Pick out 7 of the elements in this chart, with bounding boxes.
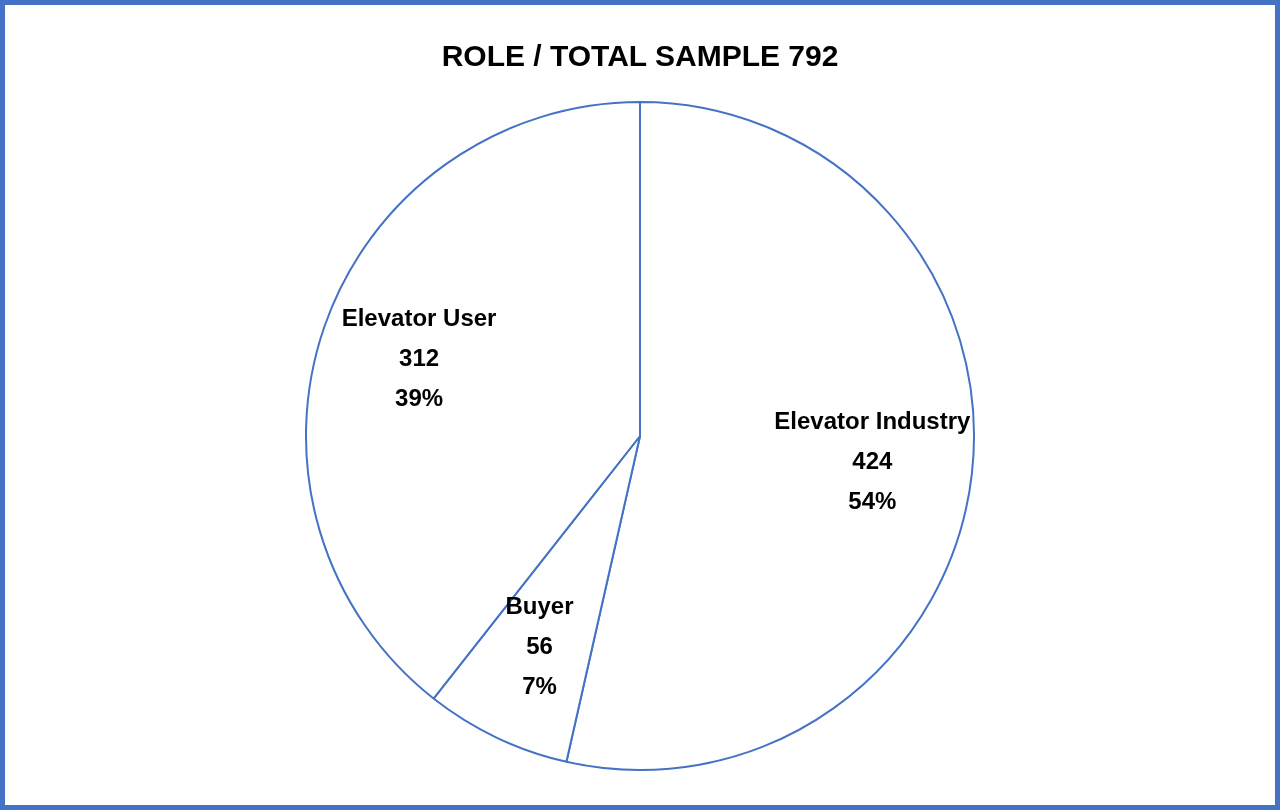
data-label: 56 7%: [522, 631, 557, 699]
slice-label: Elevator User: [341, 304, 497, 332]
slice-label: Buyer: [505, 591, 574, 619]
data-label: 424 54%: [848, 446, 897, 514]
slice-label: Elevator Industry: [774, 406, 972, 434]
chart-title: ROLE / TOTAL SAMPLE 792: [441, 39, 839, 73]
data-label: 312 39%: [395, 344, 444, 412]
